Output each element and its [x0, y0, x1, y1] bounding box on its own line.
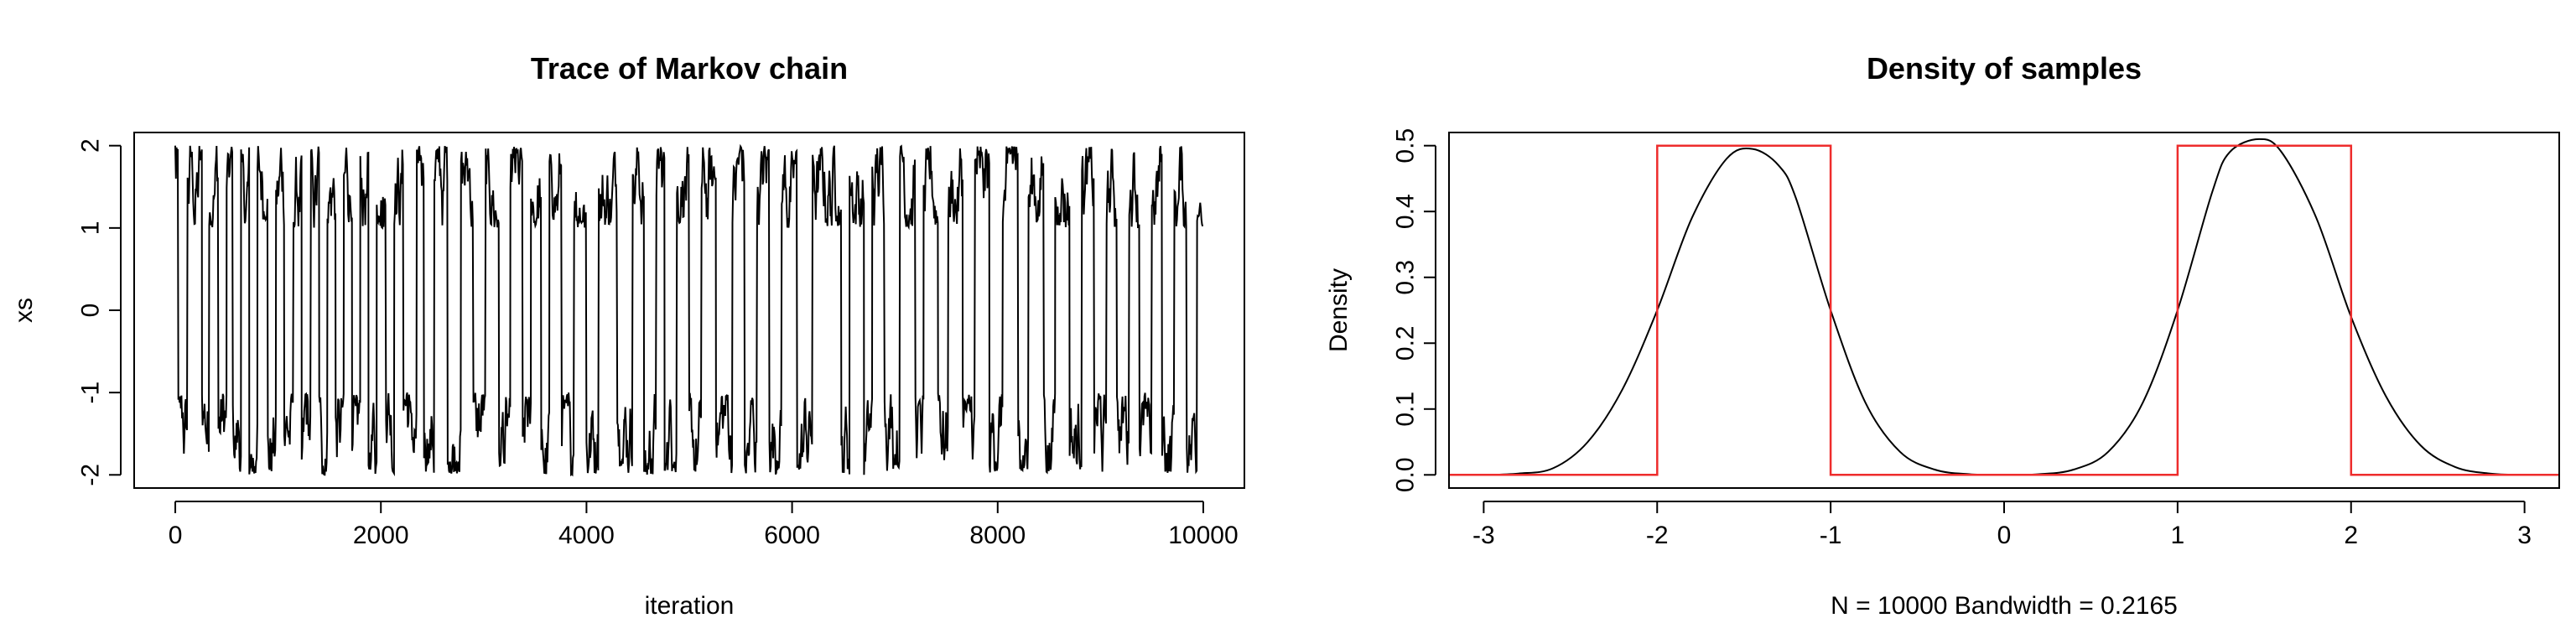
density-x-tick-label: -1 [1820, 522, 1842, 549]
trace-xlabel: iteration [645, 592, 735, 620]
trace-x-tick-label: 6000 [764, 522, 820, 549]
trace-plot-box [133, 132, 1245, 489]
density-plot: Density of samples N = 10000 Bandwidth =… [1325, 51, 2560, 620]
trace-x-tick-label: 10000 [1168, 522, 1238, 549]
density-ylabel: Density [1325, 268, 1353, 352]
density-y-tick-label: 0.5 [1392, 128, 1420, 164]
density-y-tick-label: 0.2 [1392, 325, 1420, 361]
density-x-tick-label: 0 [1997, 522, 2012, 549]
density-xlabel: N = 10000 Bandwidth = 0.2165 [1831, 592, 2178, 620]
density-kde-line [1448, 138, 2560, 476]
trace-y-tick-label: -2 [77, 464, 105, 486]
density-plot-box [1448, 132, 2560, 489]
trace-x-tick-label: 0 [169, 522, 183, 549]
trace-x-tick-label: 8000 [969, 522, 1026, 549]
trace-series [174, 143, 1204, 477]
trace-y-tick-label: -1 [77, 382, 105, 404]
trace-y-tick-label: 0 [77, 304, 105, 318]
trace-line [174, 143, 1204, 477]
density-x-tick-label: 2 [2344, 522, 2358, 549]
density-y-tick-label: 0.3 [1392, 260, 1420, 295]
trace-y-tick-label: 2 [77, 138, 105, 153]
trace-plot: Trace of Markov chain iteration xs 0 2000… [10, 51, 1245, 620]
density-series [1448, 138, 2560, 476]
density-y-tick-label: 0.4 [1392, 194, 1420, 229]
trace-x-axis: 0 2000 4000 6000 8000 10000 [169, 501, 1239, 549]
trace-y-axis: -2 -1 0 1 2 [77, 138, 122, 486]
density-x-tick-label: 1 [2171, 522, 2185, 549]
trace-x-tick-label: 4000 [558, 522, 615, 549]
trace-ylabel: xs [10, 298, 38, 323]
density-true-line [1449, 144, 2559, 476]
density-y-axis: 0.0 0.1 0.2 0.3 0.4 0.5 [1392, 128, 1436, 492]
density-x-tick-label: -3 [1472, 522, 1495, 549]
density-x-tick-label: 3 [2517, 522, 2532, 549]
density-x-tick-label: -2 [1646, 522, 1669, 549]
density-title: Density of samples [1867, 51, 2142, 86]
density-x-axis: -3 -2 -1 0 1 2 3 [1472, 501, 2532, 549]
trace-title: Trace of Markov chain [531, 51, 848, 86]
density-y-tick-label: 0.1 [1392, 392, 1420, 427]
density-y-tick-label: 0.0 [1392, 457, 1420, 492]
trace-x-tick-label: 2000 [353, 522, 409, 549]
trace-y-tick-label: 1 [77, 221, 105, 236]
